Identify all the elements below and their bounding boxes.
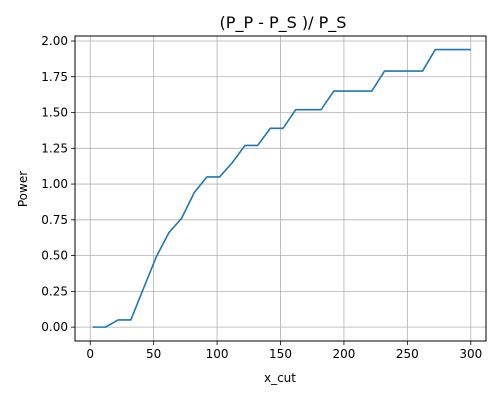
grid — [75, 36, 486, 341]
y-tick-label: 2.00 — [41, 34, 68, 48]
x-axis-label: x_cut — [264, 371, 296, 385]
y-tick-label: 1.50 — [41, 106, 68, 120]
y-axis-label: Power — [16, 171, 30, 207]
chart-title: (P_P - P_S )/ P_S — [220, 13, 347, 33]
y-tick-label: 0.25 — [41, 284, 68, 298]
x-tick-label: 300 — [459, 347, 482, 361]
x-axis: 0 50 100 150 200 250 300 — [86, 341, 482, 361]
y-tick-label: 1.00 — [41, 177, 68, 191]
y-tick-label: 0.00 — [41, 320, 68, 334]
y-tick-label: 0.50 — [41, 249, 68, 263]
x-tick-label: 200 — [332, 347, 355, 361]
y-tick-label: 0.75 — [41, 213, 68, 227]
y-tick-label: 1.75 — [41, 70, 68, 84]
y-axis: 0.00 0.25 0.50 0.75 1.00 1.25 1.50 1.75 2.00 — [41, 34, 75, 334]
x-tick-label: 50 — [146, 347, 161, 361]
x-tick-label: 0 — [86, 347, 94, 361]
x-tick-label: 100 — [206, 347, 229, 361]
plot-area — [92, 48, 471, 328]
y-tick-label: 1.25 — [41, 141, 68, 155]
x-tick-label: 150 — [269, 347, 292, 361]
series-line — [92, 48, 471, 328]
x-tick-label: 250 — [396, 347, 419, 361]
